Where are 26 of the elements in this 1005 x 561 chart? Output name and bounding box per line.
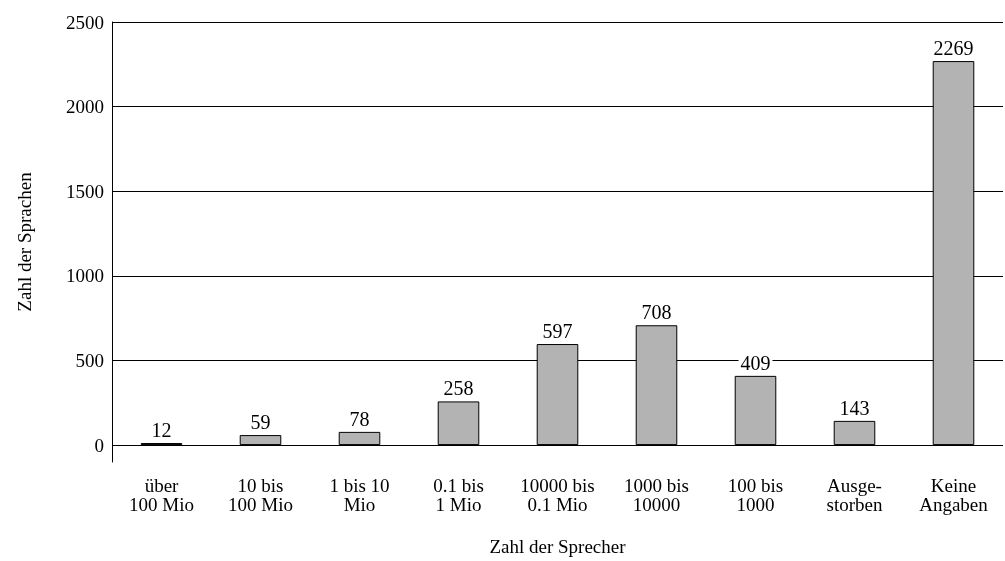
data-label: 409 [740,351,771,374]
x-tick-label: 100 bis 1000 [727,475,784,515]
data-label: 12 [151,419,172,442]
data-label: 258 [443,377,474,400]
x-tick-label: 10000 bis 0.1 Mio [520,475,595,515]
y-tick-label: 2500 [66,11,104,33]
data-label: 59 [250,411,271,434]
y-tick-label: 500 [75,349,104,371]
x-tick-label: 1 bis 10 Mio [329,475,390,515]
x-tick-label: über 100 Mio [129,475,194,515]
y-tick-label: 1000 [66,265,104,287]
data-label: 78 [349,407,370,430]
y-tick-label: 1500 [66,180,104,202]
x-tick-label: 10 bis 100 Mio [228,475,293,515]
x-tick-label: 0.1 bis 1 Mio [433,475,484,515]
x-tick-label: 1000 bis 10000 [624,475,689,515]
y-axis-title: Zahl der Sprachen [14,171,35,312]
x-axis-title: Zahl der Sprecher [489,536,627,557]
y-tick-label: 2000 [66,96,104,118]
x-tick-label: Ausge- storben [826,475,883,515]
data-label: 2269 [933,37,974,60]
data-label: 597 [542,320,573,343]
y-tick-label: 0 [94,434,104,456]
data-label: 143 [839,396,870,419]
x-tick-label: Keine Angaben [919,475,989,515]
data-label: 708 [641,301,672,324]
